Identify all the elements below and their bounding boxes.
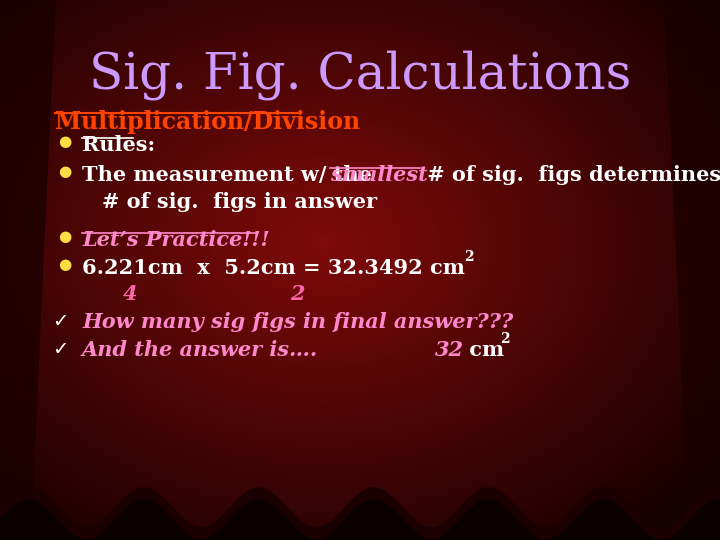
Text: Rules:: Rules: <box>82 135 155 155</box>
Text: # of sig.  figs in answer: # of sig. figs in answer <box>102 192 377 212</box>
Text: ●: ● <box>58 258 71 272</box>
Text: smallest: smallest <box>330 165 428 185</box>
Text: ✓: ✓ <box>52 340 68 359</box>
Text: ●: ● <box>58 165 71 179</box>
Text: # of sig.  figs determines the: # of sig. figs determines the <box>420 165 720 185</box>
Text: Multiplication/Division: Multiplication/Division <box>55 110 360 134</box>
Text: 32: 32 <box>435 340 464 360</box>
Text: How many sig figs in final answer???: How many sig figs in final answer??? <box>82 312 513 332</box>
Text: Let’s Practice!!!: Let’s Practice!!! <box>82 230 269 250</box>
Text: 6.221cm  x  5.2cm = 32.3492 cm: 6.221cm x 5.2cm = 32.3492 cm <box>82 258 465 278</box>
Polygon shape <box>665 0 720 540</box>
Polygon shape <box>0 0 55 540</box>
Text: The measurement w/ the: The measurement w/ the <box>82 165 379 185</box>
Text: ●: ● <box>58 230 71 244</box>
Text: And the answer is….: And the answer is…. <box>82 340 318 360</box>
Text: ✓: ✓ <box>52 312 68 331</box>
Text: 2: 2 <box>290 284 305 304</box>
Text: Sig. Fig. Calculations: Sig. Fig. Calculations <box>89 50 631 100</box>
Text: 4: 4 <box>123 284 138 304</box>
Text: cm: cm <box>462 340 504 360</box>
Text: 2: 2 <box>500 332 510 346</box>
Text: 2: 2 <box>464 250 474 264</box>
Text: ●: ● <box>58 135 71 149</box>
